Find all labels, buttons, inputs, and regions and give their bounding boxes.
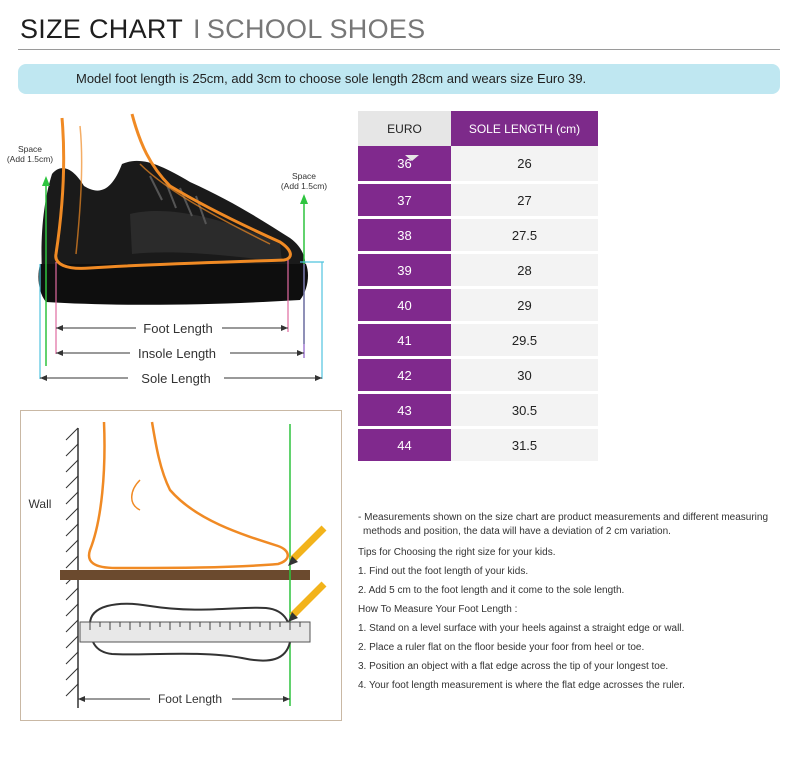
table-row: 40 29: [358, 286, 598, 321]
sole-length-cell: 29.5: [451, 321, 598, 356]
floor-board: [60, 570, 310, 580]
table-row: 44 31.5: [358, 426, 598, 461]
sole-length-cell: 30.5: [451, 391, 598, 426]
euro-size-cell: 40: [358, 286, 451, 321]
tips-heading: Tips for Choosing the right size for you…: [358, 547, 556, 558]
table-row: 43 30.5: [358, 391, 598, 426]
space-left-label-2: (Add 1.5cm): [7, 154, 53, 164]
sole-length-cell: 27.5: [451, 216, 598, 251]
page-title: SIZE CHART I SCHOOL SHOES: [20, 14, 426, 45]
title-divider: [18, 49, 780, 50]
ruler: [79, 621, 311, 643]
size-table-header: EURO SOLE LENGTH (cm): [358, 111, 598, 161]
sole-length-cell: 28: [451, 251, 598, 286]
howto-item: 2. Place a ruler flat on the floor besid…: [358, 642, 645, 653]
foot-length-arrow-left: [56, 325, 63, 331]
euro-size-cell: 38: [358, 216, 451, 251]
sole-length-cell: 30: [451, 356, 598, 391]
sole-length-label: Sole Length: [141, 371, 210, 386]
table-row: 36 26: [358, 146, 598, 181]
space-left-label-1: Space: [18, 144, 42, 154]
sole-length-arrow-right: [315, 375, 322, 381]
euro-size-cell: 37: [358, 181, 451, 216]
foot-outline: [54, 113, 292, 270]
pencil-icon: [288, 581, 327, 622]
euro-size-cell: 41: [358, 321, 451, 356]
size-table: EURO SOLE LENGTH (cm) 36 26 37 27 38 27.…: [358, 111, 598, 461]
shoe-mesh: [130, 210, 282, 262]
euro-size-cell: 43: [358, 391, 451, 426]
title-main: SIZE CHART: [20, 14, 184, 44]
model-info-banner: Model foot length is 25cm, add 3cm to ch…: [18, 64, 780, 94]
sole-length-cell: 31.5: [451, 426, 598, 461]
header-notch: [405, 154, 419, 161]
euro-size-cell: 42: [358, 356, 451, 391]
measurement-disclaimer: - Measurements shown on the size chart a…: [358, 512, 769, 537]
space-right-label-1: Space: [292, 171, 316, 181]
euro-size-cell: 44: [358, 426, 451, 461]
foot-outline-inner: [75, 125, 271, 255]
measure-arrow-right: [283, 696, 290, 702]
howto-item: 1. Stand on a level surface with your he…: [358, 623, 685, 634]
insole-length-arrow-left: [56, 350, 63, 356]
space-right-label-2: (Add 1.5cm): [281, 181, 327, 191]
pencil-icon: [288, 525, 327, 566]
measure-arrow-left: [78, 696, 85, 702]
euro-size-cell: 39: [358, 251, 451, 286]
insole-length-label: Insole Length: [138, 346, 216, 361]
tip-item: 2. Add 5 cm to the foot length and it co…: [358, 585, 625, 596]
tip-item: 1. Find out the foot length of your kids…: [358, 566, 529, 577]
foot-length-arrow-right: [281, 325, 288, 331]
wall-label: Wall: [29, 497, 52, 511]
howto-item: 3. Position an object with a flat edge a…: [358, 661, 669, 672]
foot-measuring-diagram: Wall Foot Length: [20, 410, 342, 721]
howto-item: 4. Your foot length measurement is where…: [358, 680, 685, 691]
sole-length-cell: 27: [451, 181, 598, 216]
ruler-ticks: [89, 622, 301, 630]
left-space-arrow: [42, 176, 50, 186]
foot-side-detail: [131, 479, 141, 511]
sole-length-arrow-left: [40, 375, 47, 381]
table-row: 41 29.5: [358, 321, 598, 356]
sole-length-column-header: SOLE LENGTH (cm): [451, 111, 598, 146]
shoe-sole: [38, 264, 308, 305]
euro-column-header: EURO: [358, 111, 451, 161]
measure-foot-length-label: Foot Length: [158, 692, 222, 706]
notes-section: - Measurements shown on the size chart a…: [358, 511, 778, 698]
table-row: 37 27: [358, 181, 598, 216]
table-row: 38 27.5: [358, 216, 598, 251]
right-space-arrow: [300, 194, 308, 204]
foot-side-view: [87, 421, 289, 570]
sole-length-cell: 29: [451, 286, 598, 321]
table-row: 39 28: [358, 251, 598, 286]
euro-size-cell: 36: [358, 146, 451, 181]
diagram-frame: [20, 410, 342, 721]
table-row: 42 30: [358, 356, 598, 391]
insole-length-arrow-right: [297, 350, 304, 356]
title-sub: SCHOOL SHOES: [206, 14, 426, 44]
sole-length-cell: 26: [451, 146, 598, 181]
title-separator: I: [193, 14, 201, 44]
shoe-measurement-diagram: Space (Add 1.5cm) Space (Add 1.5cm) Foot…: [7, 113, 327, 386]
howto-heading: How To Measure Your Foot Length :: [358, 604, 518, 615]
foot-length-label: Foot Length: [143, 321, 212, 336]
shoe-laces: [149, 175, 207, 225]
